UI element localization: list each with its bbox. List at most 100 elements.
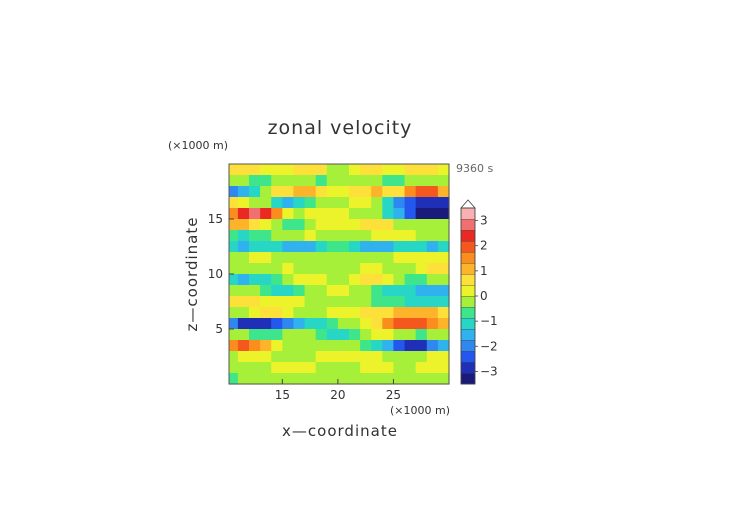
field-cell [393, 285, 406, 297]
field-cell [282, 241, 295, 253]
field-cell [229, 241, 239, 253]
field-cell [271, 318, 283, 330]
field-cell [282, 296, 295, 308]
y-ticks: 5 10 15 [208, 212, 234, 336]
field-cell [249, 274, 261, 286]
field-cell [371, 351, 383, 363]
field-cell [404, 164, 417, 176]
field-cell [229, 329, 239, 341]
field-cell [371, 219, 383, 231]
field-cell [426, 230, 439, 242]
field-cell [393, 307, 406, 319]
field-cell [415, 186, 428, 198]
field-cell [437, 373, 450, 385]
field-cell [426, 252, 439, 264]
field-cell [382, 208, 395, 220]
field-cell [426, 186, 439, 198]
field-cell [282, 208, 295, 220]
field-cell [360, 351, 372, 363]
field-cell [260, 263, 272, 275]
field-cell [282, 252, 295, 264]
field-cell [326, 362, 339, 374]
field-cell [349, 296, 361, 308]
colorbar-swatch [460, 284, 476, 297]
y-axis-title: z—coordinate [183, 217, 201, 332]
x-unit-label: (×1000 m) [390, 404, 450, 417]
x-ticks: 15 20 25 [275, 379, 401, 402]
field-cell [360, 263, 372, 275]
field-cell [304, 263, 317, 275]
field-cell [393, 197, 406, 209]
field-cell [326, 230, 339, 242]
field-cell [337, 252, 350, 264]
field-cell [293, 362, 306, 374]
field-cell [304, 197, 317, 209]
field-cell [382, 318, 395, 330]
x-axis-title: x—coordinate [282, 422, 398, 440]
field-cell [237, 329, 250, 341]
field-cell [337, 362, 350, 374]
field-cell [271, 373, 283, 385]
field-cell [382, 241, 395, 253]
field-cell [404, 175, 417, 187]
field-cell [326, 274, 339, 286]
field-cell [326, 307, 339, 319]
field-cell [382, 164, 395, 176]
field-cell [349, 373, 361, 385]
field-cell [404, 318, 417, 330]
field-cell [349, 340, 361, 352]
field-cell [229, 252, 239, 264]
field-cell [337, 274, 350, 286]
field-cell [404, 373, 417, 385]
chart-title: zonal velocity [268, 117, 413, 139]
field-cell [382, 263, 395, 275]
field-cell [282, 351, 295, 363]
field-cell [249, 373, 261, 385]
field-cell [371, 274, 383, 286]
field-cell [315, 175, 328, 187]
field-cell [229, 373, 239, 385]
field-cell [293, 230, 306, 242]
field-cell [293, 263, 306, 275]
field-cell [337, 307, 350, 319]
field-cell [437, 175, 450, 187]
colorbar-tick-label: 3 [480, 214, 488, 228]
field-cell [271, 263, 283, 275]
field-cell [315, 340, 328, 352]
field-cell [315, 186, 328, 198]
field-cell [237, 362, 250, 374]
field-cell [315, 307, 328, 319]
field-cell [404, 197, 417, 209]
field-cell [393, 362, 406, 374]
field-cell [349, 274, 361, 286]
field-cell [237, 186, 250, 198]
field-cell [404, 329, 417, 341]
field-cell [393, 340, 406, 352]
field-cell [437, 197, 450, 209]
field-cell [229, 208, 239, 220]
field-cell [382, 362, 395, 374]
field-cell [315, 285, 328, 297]
field-cell [437, 351, 450, 363]
field-cell [229, 197, 239, 209]
field-cell [326, 329, 339, 341]
field-cell [304, 186, 317, 198]
field-cell [337, 340, 350, 352]
field-cell [282, 329, 295, 341]
field-cell [304, 252, 317, 264]
field-cell [304, 362, 317, 374]
field-cell [437, 263, 450, 275]
field-cell [371, 263, 383, 275]
field-cell [393, 329, 406, 341]
field-cell [360, 197, 372, 209]
field-cell [415, 373, 428, 385]
field-cell [415, 351, 428, 363]
field-cell [349, 175, 361, 187]
colorbar-tick-label: −2 [480, 339, 498, 353]
field-cell [293, 340, 306, 352]
field-cell [382, 274, 395, 286]
field-cell [249, 351, 261, 363]
field-cell [393, 252, 406, 264]
field-cell [249, 329, 261, 341]
field-cell [404, 340, 417, 352]
